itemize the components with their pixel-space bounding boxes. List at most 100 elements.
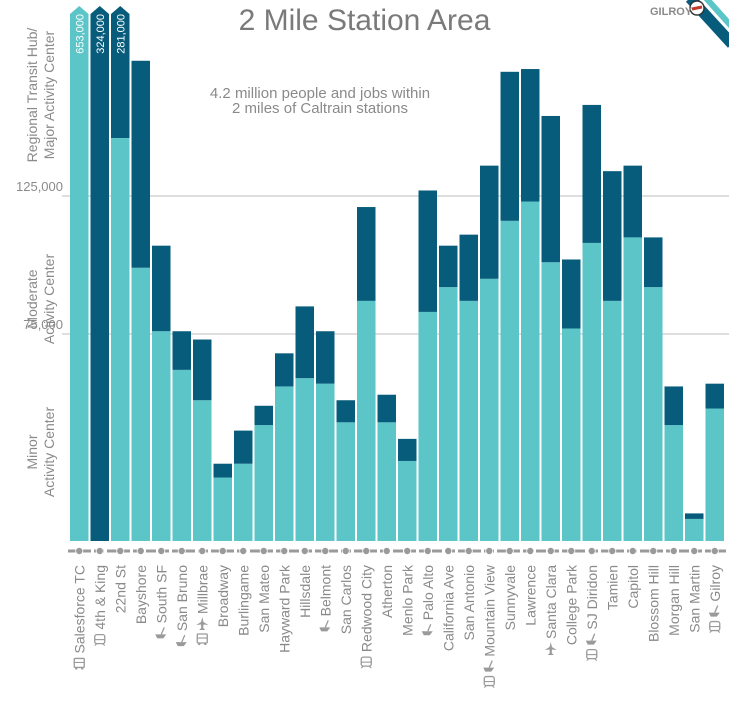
bus-wheel [204,642,207,646]
station-dot [710,547,719,556]
airport-icon [196,617,209,631]
ferry-icon [708,605,720,617]
station-dot [198,547,207,556]
ferry-mast [160,627,165,635]
station-dot [218,547,227,556]
station-dot [403,547,412,556]
x-tick-label: Santa Clara [543,565,559,639]
bus-wheel [75,667,78,670]
x-tick-label: Tamien [604,565,620,610]
y-tick-label: 75,000 [23,317,63,332]
bar-segment [70,6,89,541]
bar-segment-light [521,201,540,541]
train-leg [717,630,721,633]
x-tick-label: Hayward Park [276,564,292,653]
bar-segment-light [582,242,601,542]
x-tick-label: Blossom Hill [645,565,661,642]
bar-segment-light [336,422,355,541]
airport-icon [544,641,557,655]
x-tick-label: Hillsdale [297,565,313,618]
x-tick-label: San Carlos [338,565,354,634]
station-dot [116,547,125,556]
station-dot [505,547,514,556]
bar-segment-light [193,400,212,541]
bar-segment-dark [521,69,540,202]
station-dot [608,547,617,556]
x-tick-label: SJ Diridon [584,565,600,630]
tier-label: Regional Transit Hub/ [24,28,40,163]
bar-value-label: 281,000 [115,14,127,54]
train-leg [586,658,590,661]
bar-segment-light [254,425,273,541]
bus-wheel [81,667,84,670]
x-tick-label: South SF [153,565,169,623]
bar-segment-dark [357,207,376,301]
bar-segment-light [562,328,581,541]
bar-segment-light [541,262,560,541]
bar-segment-light [172,369,191,541]
station-dot [259,547,268,556]
train-icon [586,648,598,661]
x-tick-label: Burlingame [235,565,251,636]
station-dot [136,547,145,556]
corner-stripe [703,0,729,29]
bar-segment-light [439,287,458,541]
x-tick-label: Millbrae [194,565,210,614]
ferry-hull [708,612,720,617]
station-dot [239,547,248,556]
chart-title: 2 Mile Station Area [238,4,491,37]
ferry-icon [319,620,331,632]
bar-segment-light [685,518,704,541]
bus-icon [196,633,208,646]
bar-segment-light [644,287,663,541]
airplane-shape [544,641,557,655]
corner-badge [685,0,729,48]
bar-segment-dark [172,331,191,370]
bar-segment-dark [111,6,130,139]
x-tick-label: San Antonio [461,565,477,641]
bar-segment-dark [459,234,478,301]
station-dot [75,547,84,556]
x-tick-label: San Mateo [256,565,272,633]
ferry-mast [324,620,329,628]
bar-segment-dark [193,339,212,401]
ferry-mast [181,634,186,643]
x-tick-label: Atherton [379,565,395,618]
bar-segment-dark [275,353,294,387]
bar-segment-dark [377,394,396,423]
train-leg [368,665,372,669]
x-tick-label: Broadway [215,565,231,627]
ferry-hull [155,634,167,639]
overflow-bar: 281,000 [111,6,130,542]
station-dot [485,547,494,556]
x-tick-label: Salesforce TC [71,565,87,653]
bar-segment-light [316,383,335,541]
bar-segment-light [357,300,376,541]
ferry-icon [175,634,187,647]
station-dot [157,547,166,556]
bar-segment-light [480,278,499,541]
x-tick-label: Bayshore [133,565,149,624]
tier-label: Activity Center [41,254,57,345]
bar-segment-dark [705,383,724,409]
train-leg [360,665,364,669]
bar-segment-light [500,220,519,541]
bar-segment-dark [234,430,253,464]
bar-segment-light [459,300,478,541]
train-leg [491,685,495,688]
bar-segment-dark [418,190,437,312]
tier-label: Minor [24,434,40,469]
annotation-line-2: 2 miles of Caltrain stations [232,100,408,117]
bar-segment-light [398,460,417,541]
station-dot [628,547,637,556]
bar-segment-light [705,408,724,541]
bar-segment-dark [213,463,232,478]
x-tick-label: Sunnyvale [502,565,518,631]
x-tick-label: Gilroy [707,565,723,602]
train-icon [483,675,495,688]
ferry-hull [175,642,187,647]
station-dot [690,547,699,556]
bar-segment-dark [603,171,622,301]
ferry-hull [421,631,433,636]
